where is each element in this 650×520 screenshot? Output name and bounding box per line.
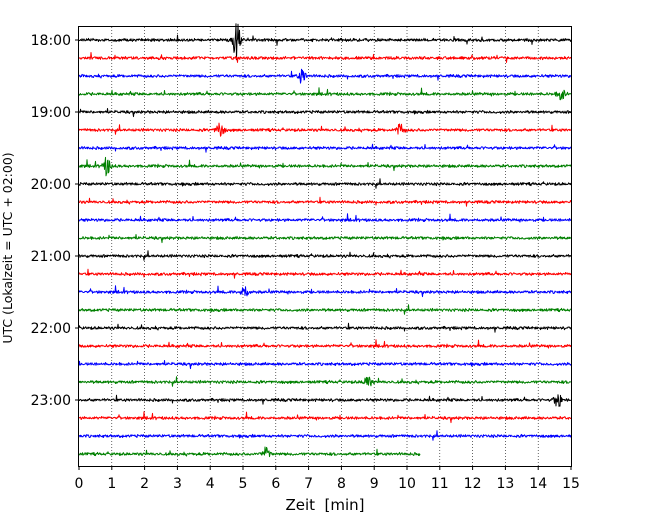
x-tick-label: 9: [370, 476, 379, 492]
trace-line: [78, 411, 571, 424]
x-tick-label: 7: [304, 476, 313, 492]
x-tick-label: 13: [496, 476, 514, 492]
trace-line: [78, 360, 572, 370]
trace-line: [78, 394, 572, 407]
trace-line: [78, 68, 572, 84]
trace-line: [78, 178, 572, 189]
trace-line: [78, 87, 571, 101]
x-tick-label: 11: [431, 476, 449, 492]
y-tick-label: 19:00: [31, 105, 71, 121]
trace-line: [78, 156, 572, 177]
trace-line: [78, 213, 572, 223]
x-axis-title: Zeit [min]: [285, 496, 364, 514]
trace-line: [78, 122, 572, 137]
trace-line: [78, 143, 572, 153]
x-tick-label: 0: [75, 476, 84, 492]
plot-frame: [78, 26, 572, 467]
trace-line: [78, 446, 421, 458]
y-tick-label: 23:00: [31, 393, 71, 409]
trace-line: [78, 430, 572, 441]
trace-line: [78, 108, 572, 118]
x-tick-label: 4: [206, 476, 215, 492]
trace-line: [78, 250, 572, 261]
x-tick-label: 2: [140, 476, 149, 492]
x-tick-label: 5: [239, 476, 248, 492]
y-tick-label: 18:00: [31, 33, 71, 49]
trace-line: [78, 52, 572, 63]
trace-line: [78, 322, 572, 333]
seismic-traces: [78, 23, 572, 458]
x-tick-label: 10: [398, 476, 416, 492]
x-axis-ticks: 0 1 2 3 4 5 6 7 8 9 10 11 12 13 14 15: [75, 466, 580, 492]
x-tick-label: 14: [529, 476, 547, 492]
y-axis-ticks: 18:00 19:00 20:00 21:00 22:00 23:00: [31, 33, 79, 409]
trace-line: [78, 268, 572, 279]
trace-line: [78, 376, 572, 387]
x-tick-label: 15: [562, 476, 580, 492]
x-tick-label: 3: [173, 476, 182, 492]
y-tick-label: 22:00: [31, 321, 71, 337]
grid-lines: [111, 27, 539, 466]
y-axis-title: UTC (Lokalzeit = UTC + 02:00): [0, 152, 15, 343]
x-tick-label: 8: [337, 476, 346, 492]
trace-line: [78, 234, 572, 244]
trace-line: [78, 304, 572, 315]
y-tick-label: 21:00: [31, 249, 71, 265]
trace-line: [78, 285, 572, 298]
x-tick-label: 12: [464, 476, 482, 492]
y-tick-label: 20:00: [31, 177, 71, 193]
trace-line: [78, 196, 572, 207]
trace-line: [78, 23, 572, 61]
x-tick-label: 6: [271, 476, 280, 492]
x-tick-label: 1: [107, 476, 116, 492]
trace-line: [78, 339, 572, 349]
